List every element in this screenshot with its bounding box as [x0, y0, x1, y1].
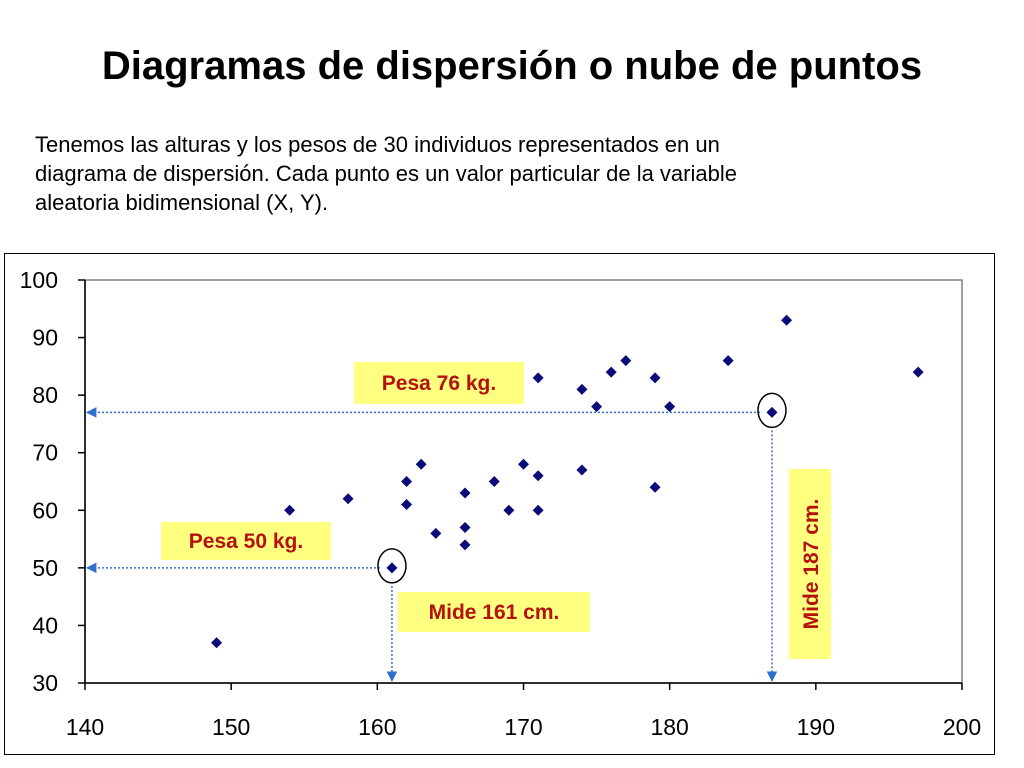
callout-weight-1: Pesa 50 kg.: [189, 530, 303, 553]
data-point: [532, 504, 544, 516]
data-point: [459, 539, 471, 551]
data-point: [415, 458, 427, 470]
callouts: Pesa 50 kg. Mide 161 cm. Pesa 76 kg. Mide 1…: [161, 362, 831, 659]
data-point: [342, 493, 354, 505]
data-point: [518, 458, 529, 470]
x-tick-label: 190: [797, 714, 835, 740]
data-point: [605, 366, 617, 378]
callout-weight-2: Pesa 76 kg.: [382, 372, 496, 395]
y-tick-label: 50: [32, 555, 58, 581]
callout-box-weight-2: [354, 362, 524, 404]
data-point: [576, 464, 588, 476]
data-point: [459, 522, 471, 534]
x-tick-label: 180: [650, 714, 688, 740]
y-tick-label: 70: [32, 440, 58, 466]
data-point: [386, 562, 398, 574]
data-point: [503, 504, 515, 516]
y-tick-label: 30: [32, 670, 58, 696]
data-point: [284, 504, 296, 516]
data-point: [664, 401, 676, 413]
data-point: [576, 383, 588, 395]
intro-line-3: aleatoria bidimensional (X, Y).: [35, 190, 329, 215]
data-point: [532, 372, 544, 384]
chart-axes: 30 40 50 60 70 80 90 100 140 150 160 170 180 190 200: [20, 267, 982, 740]
data-point: [459, 487, 471, 499]
intro-paragraph: Tenemos las alturas y los pesos de 30 in…: [35, 130, 935, 217]
slide-title: Diagramas de dispersión o nube de puntos: [101, 44, 923, 88]
intro-line-2: diagrama de dispersión. Cada punto es un…: [35, 161, 737, 186]
data-point: [912, 366, 924, 378]
x-tick-label: 200: [943, 714, 981, 740]
data-point: [649, 372, 661, 384]
highlight-circle: [757, 392, 787, 429]
callout-box-height-2: [789, 469, 831, 659]
y-tick-label: 40: [32, 612, 58, 638]
callout-box-weight-1: [161, 522, 331, 560]
x-tick-label: 170: [504, 714, 542, 740]
data-point: [766, 406, 778, 418]
callout-height-1: Mide 161 cm.: [429, 601, 560, 624]
data-point: [620, 355, 632, 367]
data-point: [649, 481, 661, 493]
x-tick-label: 160: [358, 714, 396, 740]
data-point: [430, 527, 442, 539]
data-points: [211, 314, 924, 649]
y-tick-label: 90: [32, 325, 58, 351]
y-tick-label: 60: [32, 497, 58, 523]
data-point: [211, 637, 223, 649]
data-point: [591, 401, 603, 413]
guide-lines: [85, 392, 787, 683]
data-point: [401, 476, 413, 487]
data-point: [532, 470, 544, 482]
y-tick-label: 100: [20, 267, 58, 293]
y-tick-label: 80: [32, 382, 58, 408]
x-tick-label: 150: [212, 714, 250, 740]
callout-height-2: Mide 187 cm.: [800, 499, 823, 630]
highlight-circle: [377, 548, 407, 584]
x-tick-label: 140: [66, 714, 104, 740]
intro-line-1: Tenemos las alturas y los pesos de 30 in…: [35, 132, 720, 157]
data-point: [781, 314, 793, 326]
data-point: [401, 499, 413, 511]
data-point: [722, 355, 734, 367]
data-point: [488, 476, 500, 487]
callout-box-height-1: [398, 592, 590, 632]
